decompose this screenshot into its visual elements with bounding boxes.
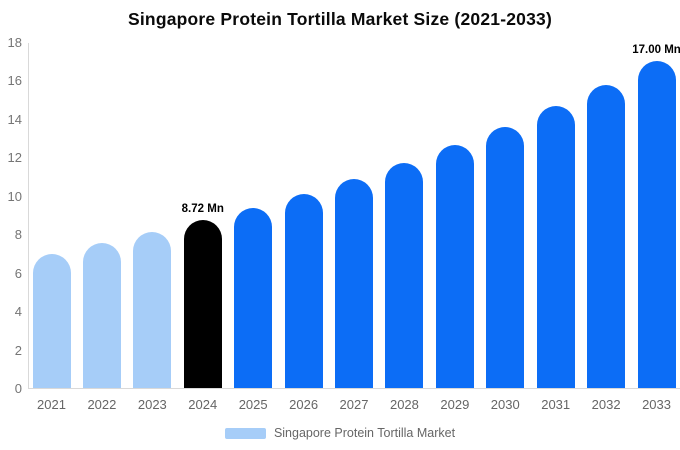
x-tick-label: 2023 [137,397,167,412]
x-tick-label: 2033 [642,397,671,412]
plot-area: 0 2 4 6 8 10 12 14 16 18 2021 2022 2023 2024 2025 2026… [7,35,680,412]
bar-2024 [183,220,222,388]
x-tick-label: 2029 [440,397,470,412]
bar-value-label: 17.00 Mn [632,44,680,57]
bar-2026 [284,193,323,388]
y-tick-label: 18 [7,35,22,50]
y-tick-label: 8 [14,227,22,243]
x-tick-label: 2026 [289,397,319,412]
x-tick-label: 2025 [238,397,268,412]
y-tick-label: 4 [14,304,22,320]
bar-2030 [486,126,525,388]
bar-value-label: 8.72 Mn [181,203,224,216]
x-tick-label: 2024 [188,397,218,412]
bar-2031 [536,106,575,388]
x-tick-label: 2027 [339,397,369,412]
x-tick-label: 2032 [591,397,621,412]
y-tick-label: 14 [7,111,22,127]
x-tick-label: 2021 [37,397,66,412]
bar-2032 [587,84,626,388]
y-tick-label: 2 [14,342,22,358]
legend: Singapore Protein Tortilla Market [0,426,680,440]
legend-label[interactable]: Singapore Protein Tortilla Market [273,426,456,440]
bar-2028 [385,162,424,388]
bar-2025 [234,207,273,388]
x-tick-label: 2022 [87,397,117,412]
bar-2033 [637,61,676,388]
y-axis-line [28,43,29,389]
legend-swatch[interactable] [224,427,266,439]
y-tick-label: 6 [14,265,22,281]
y-tick-label: 12 [7,150,22,166]
y-tick-label: 16 [7,73,22,89]
bar-2029 [435,145,474,388]
x-axis-line [28,388,680,389]
bar-2027 [335,178,374,388]
y-tick-label: 0 [14,381,22,396]
x-tick-label: 2028 [389,397,419,412]
x-tick-label: 2030 [490,397,520,412]
bar-2023 [133,232,172,388]
bar-2022 [82,243,121,388]
bar-2021 [32,253,71,388]
x-tick-label: 2031 [541,397,571,412]
y-tick-label: 10 [7,188,22,204]
chart-title: Singapore Protein Tortilla Market Size (… [128,9,552,29]
